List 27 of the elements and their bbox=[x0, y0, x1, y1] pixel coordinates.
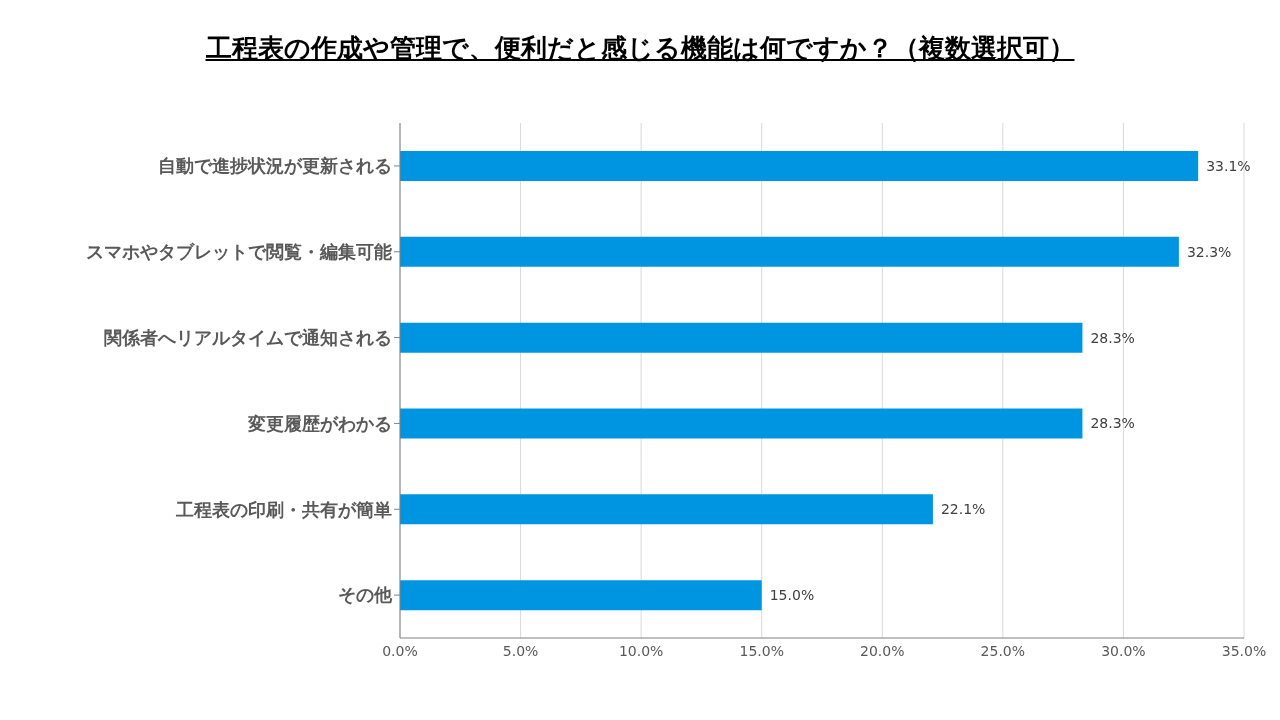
y-tick-label: 関係者へリアルタイムで通知される bbox=[104, 326, 392, 348]
y-tick-label: その他 bbox=[338, 584, 393, 606]
data-label: 28.3% bbox=[1090, 329, 1135, 346]
x-tick-label: 0.0% bbox=[382, 642, 418, 659]
bar bbox=[400, 580, 762, 611]
data-label: 28.3% bbox=[1090, 415, 1135, 432]
bar bbox=[400, 322, 1083, 353]
y-tick-label: 自動で進捗状況が更新される bbox=[158, 155, 392, 177]
x-tick-label: 30.0% bbox=[1101, 642, 1146, 659]
bar bbox=[400, 151, 1199, 181]
bar bbox=[400, 494, 933, 525]
y-tick-label: 変更履歴がわかる bbox=[247, 412, 392, 434]
y-tick-label: 工程表の印刷・共有が簡単 bbox=[175, 498, 392, 520]
x-tick-label: 20.0% bbox=[860, 642, 905, 659]
chart-title: 工程表の作成や管理で、便利だと感じる機能は何ですか？（複数選択可） bbox=[205, 31, 1075, 65]
x-tick-label: 15.0% bbox=[739, 642, 784, 659]
x-tick-label: 25.0% bbox=[980, 642, 1026, 659]
data-label: 33.1% bbox=[1206, 157, 1251, 174]
y-tick-label: スマホやタブレットで閲覧・編集可能 bbox=[86, 241, 392, 263]
x-tick-label: 10.0% bbox=[618, 642, 664, 659]
bar bbox=[400, 408, 1083, 439]
data-label: 22.1% bbox=[940, 501, 986, 518]
x-tick-label: 35.0% bbox=[1221, 642, 1267, 659]
data-label: 15.0% bbox=[769, 587, 815, 604]
bar bbox=[400, 236, 1179, 267]
data-label: 32.3% bbox=[1186, 243, 1232, 260]
x-tick-label: 5.0% bbox=[502, 642, 539, 659]
